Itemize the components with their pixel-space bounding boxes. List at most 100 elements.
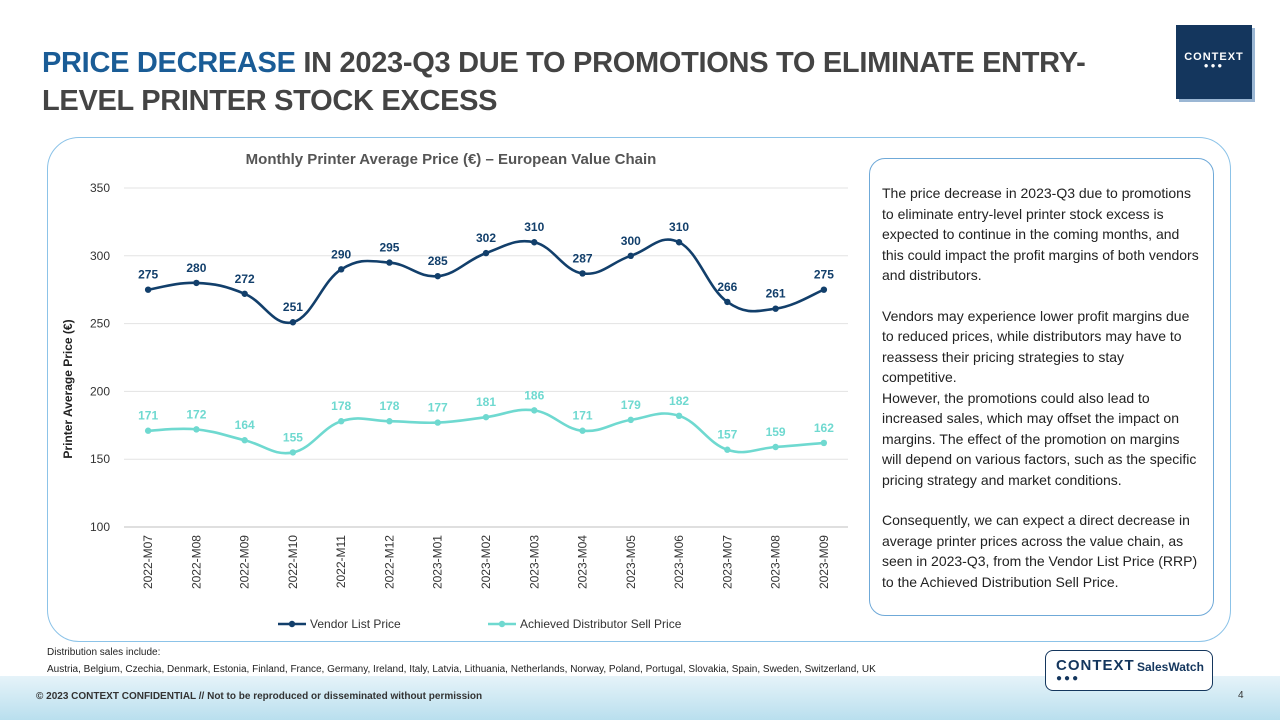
x-tick-label: 2023-M08 — [769, 535, 783, 589]
vendor-price-data-label: 287 — [573, 251, 593, 265]
vendor-price-data-label: 261 — [766, 287, 786, 301]
distributor-price-point — [193, 426, 200, 433]
badge-dots-icon: ●●● — [1056, 673, 1081, 684]
x-tick-label: 2023-M02 — [479, 535, 493, 589]
distributor-price-data-label: 159 — [766, 425, 786, 439]
distributor-price-point — [144, 427, 152, 434]
x-tick-label: 2023-M06 — [672, 535, 686, 589]
distributor-price-point — [482, 413, 490, 421]
vendor-price-point — [482, 249, 490, 257]
badge-product: SalesWatch — [1137, 660, 1204, 674]
distributor-price-point — [434, 419, 441, 426]
saleswatch-badge: CONTEXT ●●● SalesWatch — [1045, 650, 1213, 691]
distributor-price-point — [820, 439, 828, 447]
distributor-price-point — [627, 416, 634, 424]
vendor-price-data-label: 310 — [524, 220, 544, 234]
vendor-price-data-label: 285 — [428, 254, 448, 268]
x-tick-label: 2022-M08 — [189, 535, 203, 589]
vendor-price-point — [579, 270, 586, 277]
x-tick-label: 2022-M11 — [334, 535, 348, 588]
distributor-price-point — [289, 449, 297, 456]
vendor-price-point — [289, 319, 297, 326]
distribution-label: Distribution sales include: — [47, 647, 161, 658]
distributor-price-data-label: 181 — [476, 395, 496, 409]
x-tick-label: 2022-M10 — [286, 535, 300, 589]
context-logo: CONTEXT ●●● — [1176, 25, 1252, 99]
distributor-price-data-label: 178 — [379, 399, 399, 413]
y-tick-label: 300 — [90, 249, 110, 263]
vendor-price-data-label: 295 — [379, 241, 399, 255]
distributor-price-data-label: 178 — [331, 399, 351, 413]
x-tick-label: 2022-M12 — [382, 535, 396, 589]
vendor-price-data-label: 275 — [138, 268, 158, 282]
legend-vendor-list-price-label: Vendor List Price — [310, 617, 401, 631]
vendor-price-data-label: 280 — [186, 261, 206, 275]
distributor-price-point — [772, 443, 779, 451]
x-tick-label: 2023-M03 — [527, 535, 541, 589]
distributor-price-point — [241, 437, 248, 444]
chart-panel — [47, 137, 1231, 642]
vendor-price-data-label: 302 — [476, 231, 496, 245]
distributor-price-data-label: 162 — [814, 421, 834, 435]
distributor-price-point — [579, 427, 586, 434]
distributor-price-point — [675, 412, 683, 420]
vendor-price-point — [675, 239, 683, 246]
distributor-price-point — [386, 418, 393, 425]
title-highlight: PRICE DECREASE — [42, 47, 296, 79]
vendor-price-data-label: 275 — [814, 268, 834, 282]
page-number: 4 — [1238, 690, 1244, 701]
vendor-price-point — [627, 252, 634, 259]
vendor-price-data-label: 300 — [621, 234, 641, 248]
legend-distributor-sell-price-marker — [498, 620, 506, 628]
vendor-price-data-label: 310 — [669, 220, 689, 234]
commentary-paragraph-3: Consequently, we can expect a direct dec… — [882, 512, 1198, 590]
vendor-price-data-label: 266 — [717, 280, 737, 294]
vendor-price-point — [772, 305, 779, 312]
vendor-price-point — [193, 279, 200, 287]
x-tick-label: 2023-M01 — [431, 535, 445, 589]
distributor-price-data-label: 179 — [621, 398, 641, 412]
y-axis-label: Printer Average Price (€) — [61, 319, 75, 458]
vendor-price-point — [386, 259, 393, 266]
y-tick-label: 100 — [90, 520, 110, 534]
distribution-note: Distribution sales include: Austria, Bel… — [47, 644, 876, 678]
vendor-price-point — [531, 239, 538, 246]
x-tick-label: 2023-M05 — [624, 535, 638, 589]
distributor-price-data-label: 172 — [186, 407, 206, 421]
y-tick-label: 200 — [90, 384, 110, 398]
logo-text: CONTEXT — [1184, 51, 1244, 63]
x-tick-label: 2022-M09 — [238, 535, 252, 589]
distributor-price-point — [338, 418, 345, 425]
badge-brand: CONTEXT — [1056, 657, 1135, 674]
vendor-price-point — [338, 266, 345, 273]
title-rest: IN 2023-Q3 DUE TO PROMOTIONS TO ELIMINAT… — [42, 47, 1086, 117]
vendor-price-point — [241, 290, 248, 297]
x-tick-label: 2022-M07 — [141, 535, 155, 589]
vendor-price-data-label: 290 — [331, 247, 351, 261]
vendor-price-data-label: 251 — [283, 300, 303, 314]
chart-title: Monthly Printer Average Price (€) – Euro… — [246, 151, 657, 168]
logo-dots-icon: ●●● — [1203, 61, 1225, 70]
line-chart: Monthly Printer Average Price (€) – Euro… — [61, 151, 848, 631]
vendor-price-point — [434, 272, 441, 280]
page-title: PRICE DECREASE IN 2023-Q3 DUE TO PROMOTI… — [42, 44, 1122, 120]
commentary-paragraph-1: The price decrease in 2023-Q3 due to pro… — [882, 185, 1199, 283]
vendor-price-point — [724, 298, 731, 306]
distributor-price-data-label: 177 — [428, 401, 448, 415]
distributor-price-data-label: 155 — [283, 430, 303, 444]
commentary-box: The price decrease in 2023-Q3 due to pro… — [869, 158, 1214, 616]
y-tick-label: 250 — [90, 317, 110, 331]
x-tick-label: 2023-M04 — [576, 535, 590, 589]
distributor-price-data-label: 186 — [524, 388, 544, 402]
y-tick-label: 350 — [90, 181, 110, 195]
y-tick-label: 150 — [90, 452, 110, 466]
vendor-price-point — [820, 286, 828, 293]
vendor-price-point — [144, 286, 152, 293]
distributor-price-data-label: 157 — [717, 428, 737, 442]
distributor-price-data-label: 171 — [573, 409, 593, 423]
legend-vendor-list-price-marker — [288, 620, 296, 628]
commentary-paragraph-2: Vendors may experience lower profit marg… — [882, 307, 1197, 488]
vendor-price-data-label: 272 — [235, 272, 255, 286]
x-tick-label: 2023-M09 — [817, 535, 831, 589]
legend-distributor-sell-price-label: Achieved Distributor Sell Price — [520, 617, 682, 631]
